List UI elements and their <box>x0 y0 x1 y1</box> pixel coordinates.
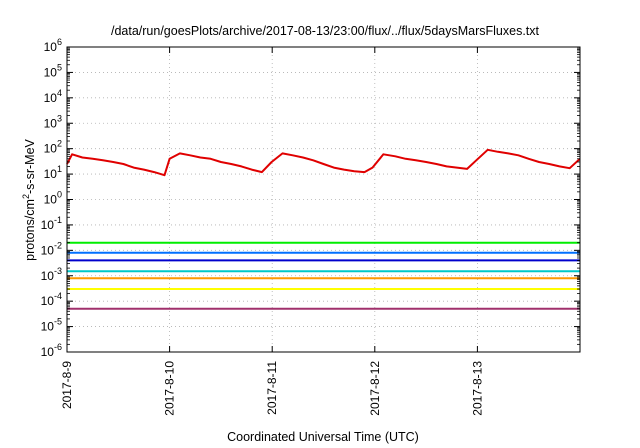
series-line-1 <box>66 148 581 177</box>
x-tick-label: 2017-8-13 <box>470 361 484 416</box>
y-tick-label: 106 <box>44 37 62 54</box>
y-axis-title: protons/cm2-s-sr-MeV <box>21 138 37 260</box>
x-tick-label: 2017-8-12 <box>368 361 382 416</box>
x-tick-label: 2017-8-11 <box>265 361 279 415</box>
y-tick-label: 10-5 <box>41 317 62 334</box>
x-tick-label: 2017-8-9 <box>60 361 74 409</box>
y-tick-label: 101 <box>44 164 62 181</box>
x-tick-label: 2017-8-10 <box>163 361 177 416</box>
y-tick-label: 10-1 <box>41 215 62 232</box>
y-tick-label: 100 <box>44 190 62 207</box>
y-tick-label: 10-6 <box>41 342 62 359</box>
x-axis-title: Coordinated Universal Time (UTC) <box>227 430 419 444</box>
y-tick-label: 10-3 <box>41 266 62 283</box>
series-layer <box>66 148 581 310</box>
y-tick-label: 103 <box>44 113 62 130</box>
y-tick-label: 105 <box>44 62 62 79</box>
chart-title: /data/run/goesPlots/archive/2017-08-13/2… <box>111 24 540 38</box>
y-tick-label: 10-4 <box>41 291 62 308</box>
y-tick-label: 104 <box>44 88 62 105</box>
y-tick-label: 10-2 <box>41 240 62 257</box>
grid <box>67 47 580 352</box>
y-axis: 10-6 10-5 10-4 10-3 10-2 10-1 100 101 102 103 104 1… <box>41 37 580 359</box>
x-axis: 2017-8-9 2017-8-10 2017-8-11 2017-8-12 2017-… <box>60 47 484 416</box>
y-tick-label: 102 <box>44 139 62 156</box>
